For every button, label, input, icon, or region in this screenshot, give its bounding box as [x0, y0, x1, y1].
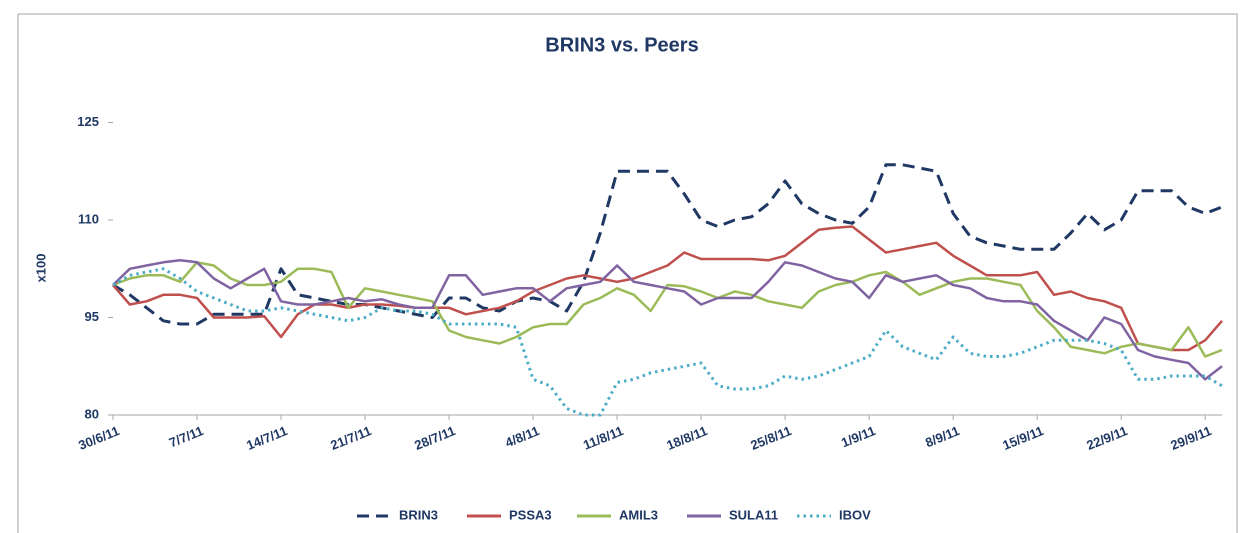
- x-tick-label: 30/6/11: [76, 423, 121, 453]
- line-series: [112, 259, 1223, 381]
- x-tick-label: 4/8/11: [503, 423, 541, 450]
- frame: [17, 13, 1238, 533]
- legend-label: BRIN3: [399, 507, 438, 522]
- x-tick-label: 14/7/11: [244, 423, 289, 453]
- x-tick-label: 22/9/11: [1084, 423, 1129, 453]
- y-axis-label: x100: [33, 254, 48, 283]
- legend-label: SULA11: [729, 507, 778, 522]
- chart-title: BRIN3 vs. Peers: [545, 34, 698, 56]
- x-tick-label: 25/8/11: [748, 423, 793, 453]
- x-tick-label: 28/7/11: [412, 423, 457, 453]
- x-tick-label: 18/8/11: [664, 423, 709, 453]
- legend-label: IBOV: [839, 507, 871, 522]
- y-tick-label: 125: [77, 114, 99, 129]
- y-tick-label: 95: [85, 309, 99, 324]
- line-series: [112, 225, 1223, 352]
- legend-label: PSSA3: [509, 507, 552, 522]
- x-tick-label: 11/8/11: [581, 423, 626, 453]
- legend-label: AMIL3: [619, 507, 658, 522]
- x-tick-label: 7/7/11: [167, 423, 205, 450]
- x-tick-label: 29/9/11: [1168, 423, 1213, 453]
- x-tick-label: 21/7/11: [328, 423, 373, 453]
- y-tick-label: 80: [85, 406, 99, 421]
- line-series: [112, 261, 1223, 358]
- line-series: [112, 267, 1223, 417]
- x-tick-label: 1/9/11: [839, 423, 877, 450]
- line-series: [112, 163, 1223, 326]
- x-tick-label: 8/9/11: [923, 423, 961, 450]
- x-tick-label: 15/9/11: [1000, 423, 1045, 453]
- y-tick-label: 110: [78, 211, 99, 226]
